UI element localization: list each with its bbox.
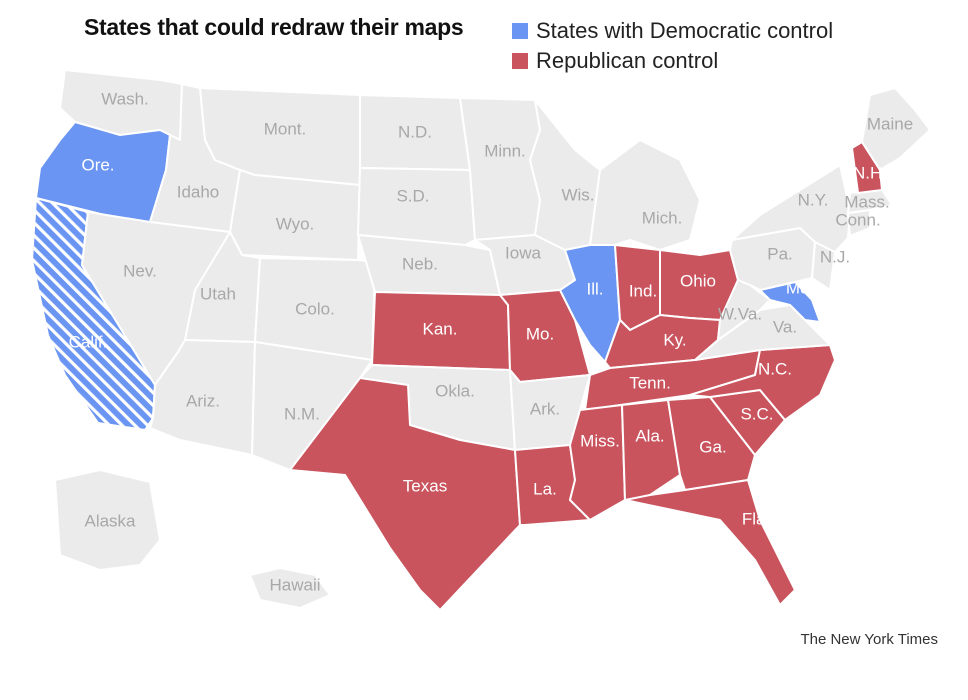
state-label-mass: Mass. — [844, 192, 889, 211]
source-credit: The New York Times — [800, 631, 938, 648]
state-label-va: Va. — [773, 317, 797, 336]
state-s-d — [357, 167, 476, 246]
state-label-ark: Ark. — [530, 399, 560, 418]
state-miss — [569, 404, 626, 521]
map-title: States that could redraw their maps — [84, 14, 464, 40]
state-label-ore: Ore. — [81, 155, 114, 174]
state-label-neb: Neb. — [402, 254, 438, 273]
state-label-ky: Ky. — [663, 330, 686, 349]
state-maine — [861, 87, 931, 171]
state-n-h — [851, 141, 883, 194]
state-label-ind: Ind. — [629, 281, 657, 300]
state-label-nev: Nev. — [123, 261, 157, 280]
state-va — [694, 304, 831, 361]
state-hawaii — [249, 567, 331, 609]
state-label-ga: Ga. — [699, 437, 726, 456]
state-label-ohio: Ohio — [680, 271, 716, 290]
state-label-wis: Wis. — [561, 185, 594, 204]
state-label-utah: Utah — [200, 284, 236, 303]
state-label-texas: Texas — [403, 476, 447, 495]
state-label-iowa: Iowa — [505, 243, 541, 262]
state-label-colo: Colo. — [295, 299, 335, 318]
legend-item-republican: Republican control — [512, 46, 833, 76]
state-mich — [589, 139, 701, 251]
state-label-wash: Wash. — [101, 89, 149, 108]
state-label-kan: Kan. — [423, 319, 458, 338]
state-label-tenn: Tenn. — [629, 373, 671, 392]
state-label-miss: Miss. — [580, 431, 620, 450]
state-label-n-h: N.H. — [853, 163, 887, 182]
state-label-n-j: N.J. — [820, 247, 850, 266]
state-label-s-d: S.D. — [396, 186, 429, 205]
state-label-n-y: N.Y. — [798, 190, 829, 209]
state-label-mont: Mont. — [264, 119, 307, 138]
state-alaska — [54, 469, 161, 571]
state-label-s-c: S.C. — [740, 404, 773, 423]
state-label-n-m: N.M. — [284, 404, 320, 423]
state-label-mich: Mich. — [642, 208, 683, 227]
state-label-okla: Okla. — [435, 381, 475, 400]
state-label-minn: Minn. — [484, 141, 526, 160]
state-label-ala: Ala. — [635, 426, 664, 445]
state-texas — [289, 377, 521, 611]
legend-label-republican: Republican control — [536, 48, 719, 73]
state-label-md: Md. — [786, 278, 814, 297]
state-wis — [529, 99, 601, 251]
state-label-n-d: N.D. — [398, 122, 432, 141]
legend-label-democratic: States with Democratic control — [536, 18, 834, 43]
state-label-mo: Mo. — [526, 324, 554, 343]
state-label-n-c: N.C. — [758, 359, 792, 378]
legend: States with Democratic control Republica… — [512, 16, 833, 76]
state-label-hawaii: Hawaii — [269, 575, 320, 594]
state-label-maine: Maine — [867, 114, 913, 133]
state-label-w-va: W.Va. — [718, 304, 762, 323]
state-label-fla: Fla. — [742, 509, 770, 528]
state-fla — [624, 479, 796, 606]
state-label-idaho: Idaho — [177, 182, 220, 201]
state-label-calif: Calif. — [69, 332, 108, 351]
state-label-ariz: Ariz. — [186, 391, 220, 410]
republican-swatch — [512, 53, 528, 69]
legend-item-democratic: States with Democratic control — [512, 16, 833, 46]
state-label-pa: Pa. — [767, 244, 793, 263]
democratic-swatch — [512, 23, 528, 39]
state-label-wyo: Wyo. — [276, 214, 315, 233]
state-label-alaska: Alaska — [84, 511, 136, 530]
state-label-ill: Ill. — [587, 279, 604, 298]
state-md — [759, 281, 821, 323]
state-label-la: La. — [533, 479, 557, 498]
state-label-conn: Conn. — [835, 210, 880, 229]
